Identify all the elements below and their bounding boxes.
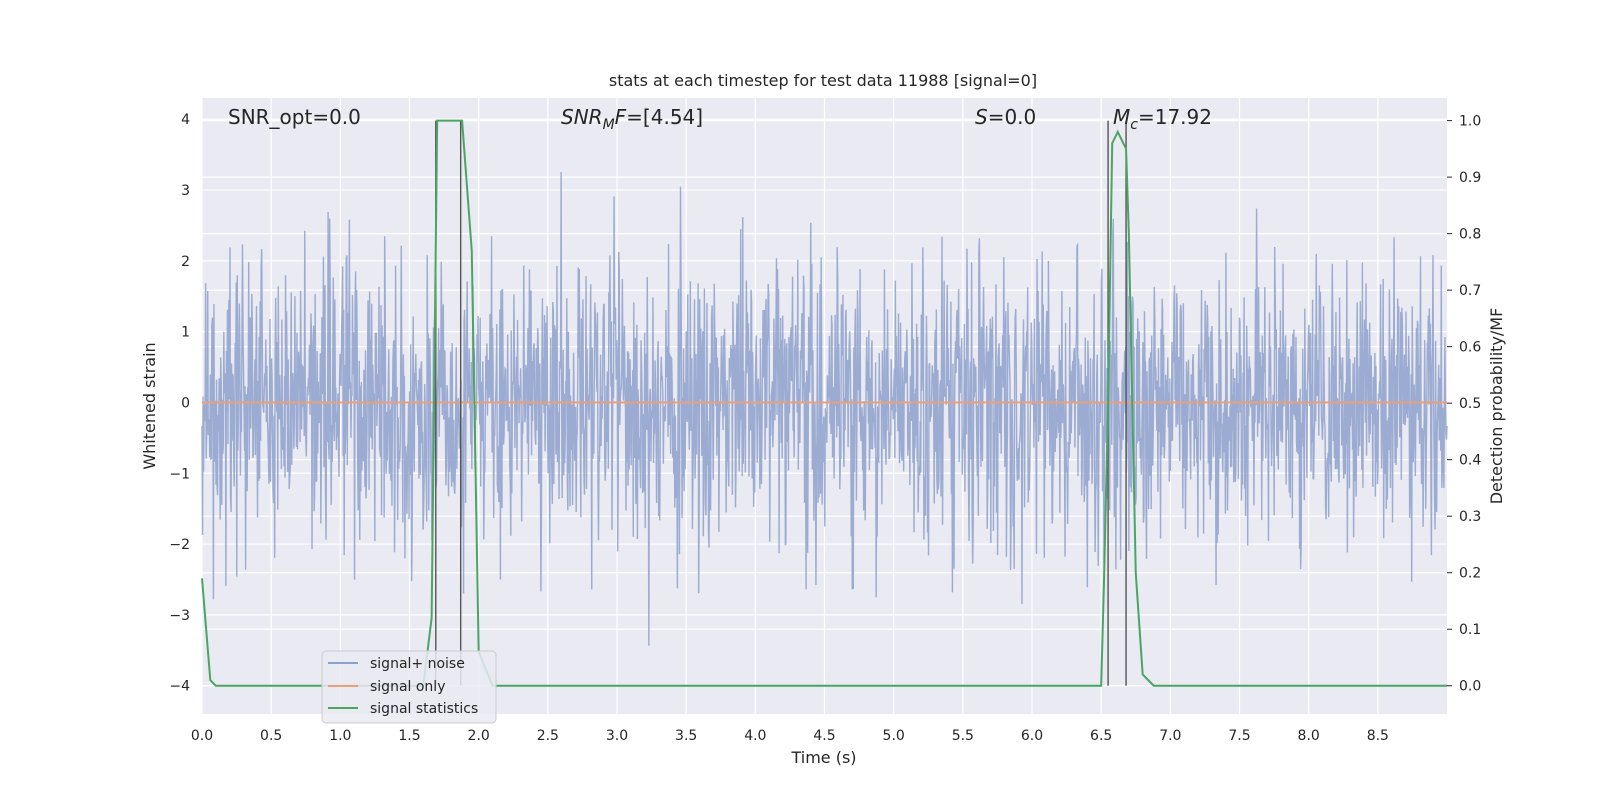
y-tick-label: −1 <box>169 466 190 482</box>
y-axis-right-ticks: 1.0 0.9 0.8 0.7 0.6 0.5 0.4 0.3 0.2 0.1 0.0 <box>1447 114 1481 695</box>
x-tick-label: 5.5 <box>952 728 974 744</box>
legend: signal+ noise signal only signal statist… <box>321 650 497 724</box>
annotation-snr-mf: SNRMF=[4.54] <box>561 105 703 133</box>
x-tick-label: 8.0 <box>1298 728 1320 744</box>
x-tick-label: 1.0 <box>329 728 351 744</box>
x-tick-label: 6.5 <box>1090 728 1112 744</box>
x-tick-label: 7.0 <box>1159 728 1181 744</box>
x-tick-label: 6.0 <box>1021 728 1043 744</box>
y-right-tick-label: 0.2 <box>1459 566 1481 582</box>
x-tick-label: 7.5 <box>1228 728 1250 744</box>
annotation-snr-opt: SNR_opt=0.0 <box>228 105 361 129</box>
y-right-tick-label: 1.0 <box>1459 114 1481 130</box>
y-axis-right-label: Detection probability/MF <box>1487 308 1506 505</box>
y-tick-label: 4 <box>181 112 190 128</box>
legend-label-signal-only: signal only <box>370 679 445 695</box>
x-tick-label: 1.5 <box>398 728 420 744</box>
chart-title: stats at each timestep for test data 119… <box>609 71 1037 90</box>
x-tick-label: 5.0 <box>883 728 905 744</box>
y-tick-label: 3 <box>181 183 190 199</box>
y-axis-ticks: 4 3 2 1 0 −1 −2 −3 −4 <box>169 112 190 694</box>
y-tick-label: 1 <box>181 325 190 341</box>
y-tick-label: −3 <box>169 608 190 624</box>
y-right-tick-label: 0.9 <box>1459 170 1481 186</box>
x-tick-label: 2.0 <box>468 728 490 744</box>
x-tick-label: 3.0 <box>606 728 628 744</box>
annotation-mc: Mc=17.92 <box>1113 105 1212 133</box>
annotation-mc-value: =17.92 <box>1138 105 1212 129</box>
y-right-tick-label: 0.4 <box>1459 453 1481 469</box>
y-right-tick-label: 0.7 <box>1459 283 1481 299</box>
x-tick-label: 3.5 <box>675 728 697 744</box>
x-tick-label: 0.5 <box>260 728 282 744</box>
legend-label-signal-statistics: signal statistics <box>370 701 478 717</box>
y-tick-label: −2 <box>169 537 190 553</box>
y-tick-label: −4 <box>169 679 190 695</box>
x-axis-label: Time (s) <box>790 748 856 767</box>
y-right-tick-label: 0.0 <box>1459 679 1481 695</box>
y-tick-label: 2 <box>181 254 190 270</box>
annotation-snr-mf-value: =[4.54] <box>626 105 703 129</box>
x-tick-label: 4.0 <box>744 728 766 744</box>
x-tick-label: 4.5 <box>813 728 835 744</box>
y-right-tick-label: 0.5 <box>1459 396 1481 412</box>
y-axis-label: Whitened strain <box>140 342 159 469</box>
y-right-tick-label: 0.6 <box>1459 340 1481 356</box>
y-tick-label: 0 <box>181 395 190 411</box>
x-axis-ticks: 0.0 0.5 1.0 1.5 2.0 2.5 3.0 3.5 4.0 4.5 5.0 5.5 6.0 6… <box>191 728 1389 744</box>
legend-label-signal-noise: signal+ noise <box>370 656 465 672</box>
annotation-s: S=0.0 <box>975 105 1036 129</box>
series-signal-noise <box>201 172 1448 646</box>
legend-box <box>321 650 497 724</box>
annotation-s-value: =0.0 <box>988 105 1037 129</box>
y-right-tick-label: 0.1 <box>1459 622 1481 638</box>
noise-line <box>201 172 1448 646</box>
y-right-tick-label: 0.8 <box>1459 227 1481 243</box>
x-tick-label: 0.0 <box>191 728 213 744</box>
y-right-tick-label: 0.3 <box>1459 509 1481 525</box>
annotations: SNR_opt=0.0 SNRMF=[4.54] S=0.0 Mc=17.92 <box>228 105 1212 133</box>
x-tick-label: 2.5 <box>537 728 559 744</box>
x-tick-label: 8.5 <box>1367 728 1389 744</box>
